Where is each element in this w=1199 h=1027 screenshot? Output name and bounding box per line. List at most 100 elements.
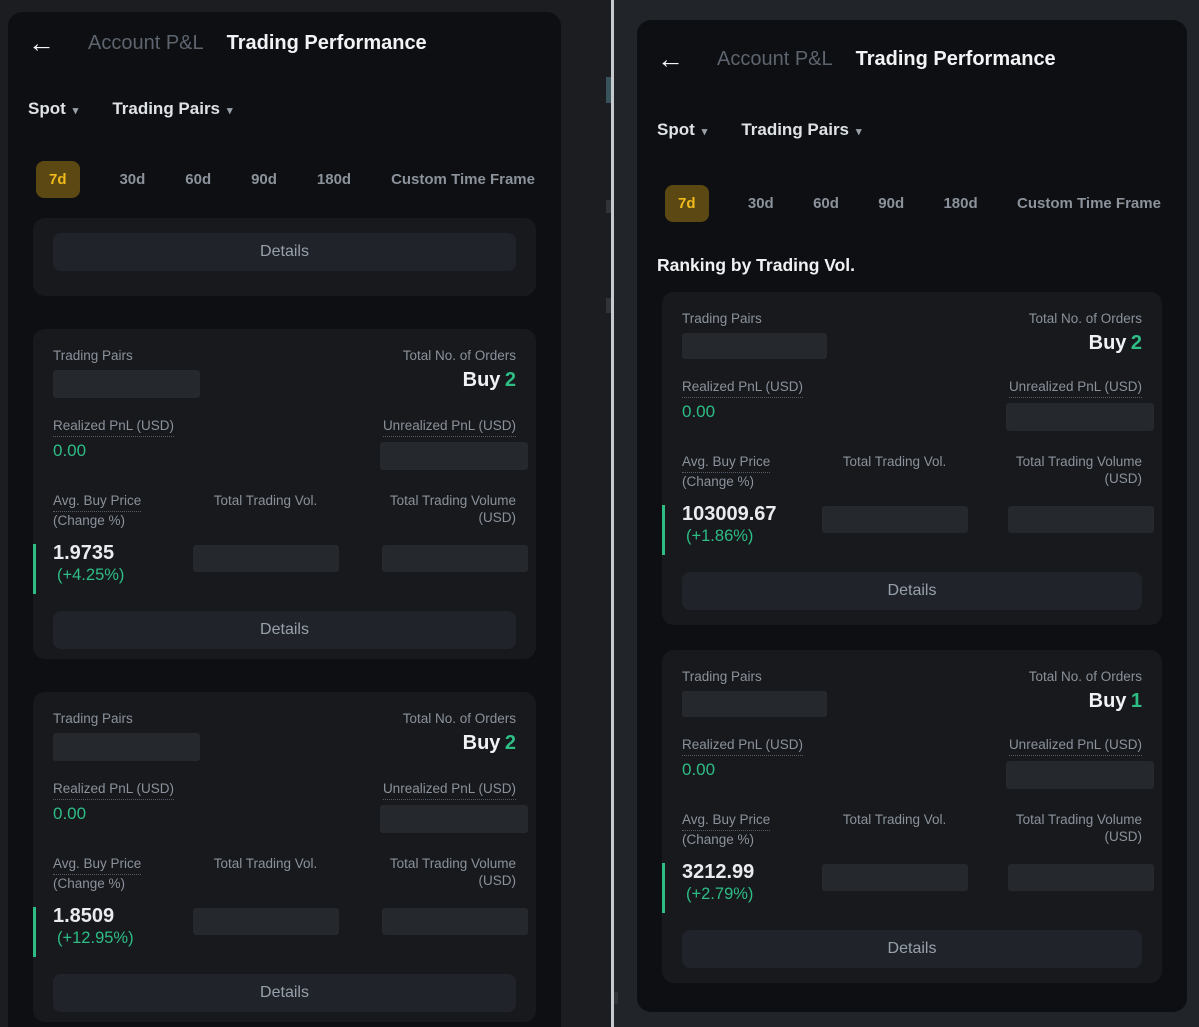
realized-pnl-cell: Realized PnL (USD) 0.00 xyxy=(53,780,175,833)
avg-buy-price-label: Avg. Buy Price xyxy=(53,492,142,512)
trading-pairs-cell: Trading Pairs xyxy=(53,347,200,398)
realized-pnl-cell: Realized PnL (USD) 0.00 xyxy=(53,417,175,470)
change-pct-label: (Change %) xyxy=(53,513,126,528)
timeframe-custom[interactable]: Custom Time Frame xyxy=(1017,195,1161,212)
chevron-down-icon: ▾ xyxy=(72,105,79,117)
performance-card: Trading Pairs Total No. of Orders Buy 2 … xyxy=(662,292,1162,625)
details-button[interactable]: Details xyxy=(53,611,516,649)
total-orders-value: Buy 2 xyxy=(403,367,516,395)
trading-pair-redacted-value xyxy=(682,691,827,717)
timeframe-60d[interactable]: 60d xyxy=(813,195,839,212)
total-trading-volume-label: Total Trading Volume xyxy=(1015,812,1142,827)
orders-count: 2 xyxy=(504,369,516,391)
total-trading-volume-redacted-value xyxy=(382,908,528,935)
tab-trading-performance[interactable]: Trading Performance xyxy=(855,48,1056,70)
details-button[interactable]: Details xyxy=(53,233,516,271)
market-filter-dropdown[interactable]: Spot ▾ xyxy=(657,120,707,140)
filter-row: Spot ▾ Trading Pairs ▾ xyxy=(637,120,1187,140)
trading-pairs-cell: Trading Pairs xyxy=(682,310,827,359)
pairs-filter-label: Trading Pairs xyxy=(741,120,850,139)
trading-pairs-label: Trading Pairs xyxy=(682,669,762,684)
screenshot-divider xyxy=(611,0,614,1027)
avg-buy-price-value: 103009.67 xyxy=(682,503,777,525)
left-screenshot: ← Account P&L Trading Performance Spot ▾ … xyxy=(8,12,561,1027)
back-arrow-icon[interactable]: ← xyxy=(28,28,55,58)
chevron-down-icon: ▾ xyxy=(227,105,233,117)
total-orders-cell: Total No. of Orders Buy 2 xyxy=(1029,310,1142,359)
total-trading-vol-redacted-value xyxy=(822,864,968,891)
change-pct-value: (+4.25%) xyxy=(57,566,125,584)
timeframe-60d[interactable]: 60d xyxy=(185,171,212,188)
total-orders-label: Total No. of Orders xyxy=(1028,311,1142,326)
unrealized-pnl-cell: Unrealized PnL (USD) xyxy=(380,780,528,833)
total-trading-vol-label: Total Trading Vol. xyxy=(213,856,318,871)
buy-side-label: Buy xyxy=(462,732,501,754)
trading-pair-redacted-value xyxy=(53,370,200,398)
avg-buy-price-cell: 1.8509 (+12.95%) xyxy=(33,905,193,957)
total-trading-vol-label: Total Trading Vol. xyxy=(842,454,947,469)
details-button[interactable]: Details xyxy=(682,572,1142,610)
realized-pnl-cell: Realized PnL (USD) 0.00 xyxy=(682,736,804,789)
timeframe-custom[interactable]: Custom Time Frame xyxy=(391,171,535,188)
timeframe-7d[interactable]: 7d xyxy=(665,185,709,222)
timeframe-30d[interactable]: 30d xyxy=(747,195,774,212)
total-trading-vol-label: Total Trading Vol. xyxy=(213,493,318,508)
tab-account-pnl[interactable]: Account P&L xyxy=(717,48,833,70)
avg-buy-price-label: Avg. Buy Price xyxy=(682,453,771,473)
total-orders-value: Buy 2 xyxy=(403,730,516,758)
timeframe-7d[interactable]: 7d xyxy=(36,161,80,198)
total-orders-value: Buy 1 xyxy=(1029,688,1142,716)
market-filter-dropdown[interactable]: Spot ▾ xyxy=(28,99,78,119)
header-bar: ← Account P&L Trading Performance xyxy=(637,20,1187,74)
unrealized-pnl-redacted-value xyxy=(1006,761,1154,789)
unrealized-pnl-label: Unrealized PnL (USD) xyxy=(1008,736,1142,756)
pairs-filter-dropdown[interactable]: Trading Pairs ▾ xyxy=(741,120,861,140)
tab-account-pnl[interactable]: Account P&L xyxy=(88,32,204,54)
chevron-down-icon: ▾ xyxy=(856,126,862,138)
unrealized-pnl-redacted-value xyxy=(380,805,528,833)
buy-side-label: Buy xyxy=(462,369,501,391)
performance-card: Trading Pairs Total No. of Orders Buy 2 … xyxy=(33,329,536,659)
avg-buy-price-cell: 3212.99 (+2.79%) xyxy=(662,861,822,913)
positive-indicator-bar xyxy=(662,863,665,913)
trading-pair-redacted-value xyxy=(682,333,827,359)
total-orders-cell: Total No. of Orders Buy 2 xyxy=(403,710,516,761)
total-orders-label: Total No. of Orders xyxy=(1028,669,1142,684)
timeframe-30d[interactable]: 30d xyxy=(119,171,146,188)
details-button[interactable]: Details xyxy=(682,930,1142,968)
change-pct-label: (Change %) xyxy=(53,876,126,891)
timeframe-tabs: 7d 30d 60d 90d 180d Custom Time Frame xyxy=(637,185,1187,222)
avg-buy-price-value: 1.8509 xyxy=(53,905,115,927)
unrealized-pnl-label: Unrealized PnL (USD) xyxy=(382,417,516,437)
trading-pairs-cell: Trading Pairs xyxy=(682,668,827,717)
change-pct-value: (+12.95%) xyxy=(57,929,134,947)
tab-trading-performance[interactable]: Trading Performance xyxy=(226,32,427,54)
timeframe-90d[interactable]: 90d xyxy=(251,171,277,188)
timeframe-180d[interactable]: 180d xyxy=(943,195,978,212)
edge-artifact xyxy=(606,77,614,103)
edge-artifact xyxy=(613,992,618,1004)
timeframe-tabs: 7d 30d 60d 90d 180d Custom Time Frame xyxy=(8,161,561,198)
avg-buy-price-cell: 1.9735 (+4.25%) xyxy=(33,542,193,594)
buy-side-label: Buy xyxy=(1088,690,1127,712)
total-trading-volume-redacted-value xyxy=(1008,506,1154,533)
pairs-filter-label: Trading Pairs xyxy=(112,99,221,118)
unrealized-pnl-label: Unrealized PnL (USD) xyxy=(382,780,516,800)
performance-card: Trading Pairs Total No. of Orders Buy 1 … xyxy=(662,650,1162,983)
total-trading-volume-unit-label: (USD) xyxy=(478,510,517,525)
avg-buy-price-value: 3212.99 xyxy=(682,861,755,883)
buy-side-label: Buy xyxy=(1088,332,1127,354)
pairs-filter-dropdown[interactable]: Trading Pairs ▾ xyxy=(112,99,232,119)
edge-artifact xyxy=(606,298,614,313)
realized-pnl-value: 0.00 xyxy=(53,441,87,460)
unrealized-pnl-cell: Unrealized PnL (USD) xyxy=(1006,736,1154,789)
details-button[interactable]: Details xyxy=(53,974,516,1012)
trading-pairs-label: Trading Pairs xyxy=(53,711,133,726)
unrealized-pnl-cell: Unrealized PnL (USD) xyxy=(380,417,528,470)
realized-pnl-value: 0.00 xyxy=(682,760,716,779)
timeframe-180d[interactable]: 180d xyxy=(316,171,352,188)
back-arrow-icon[interactable]: ← xyxy=(657,44,684,74)
timeframe-90d[interactable]: 90d xyxy=(878,195,905,212)
trading-pairs-label: Trading Pairs xyxy=(682,311,762,326)
left-app-panel: ← Account P&L Trading Performance Spot ▾ … xyxy=(8,12,561,1027)
